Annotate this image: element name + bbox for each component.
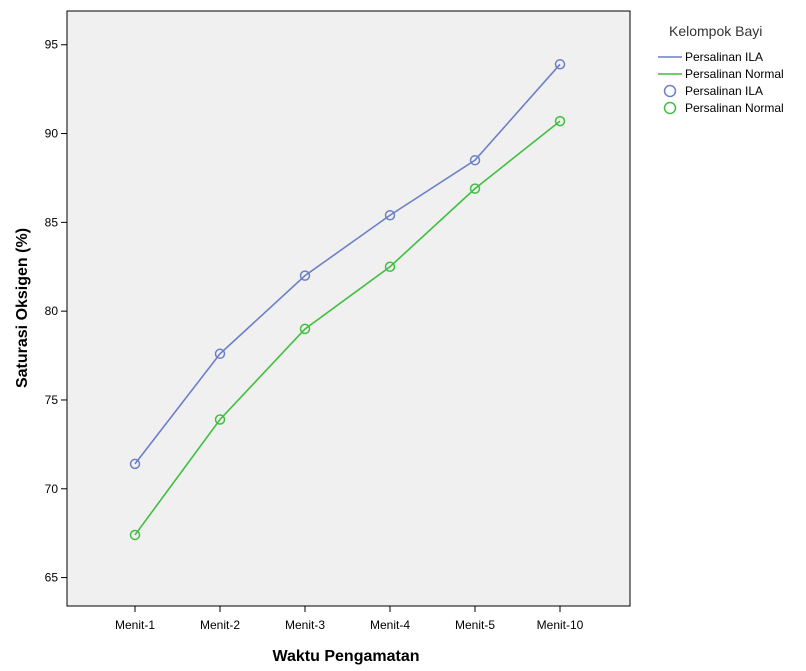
data-point <box>469 183 481 194</box>
legend-marker-swatch <box>663 84 677 98</box>
y-axis: 65 70 75 80 85 90 95 <box>45 38 67 585</box>
data-point <box>129 529 141 541</box>
series-layer <box>129 59 566 541</box>
x-tick-label: Menit-1 <box>115 618 155 632</box>
data-point <box>214 414 226 425</box>
x-tick-label: Menit-4 <box>370 618 410 632</box>
y-tick-label: 70 <box>45 482 59 496</box>
series-line-1 <box>134 63 561 465</box>
legend-label: Persalinan ILA <box>685 84 763 98</box>
x-axis: Menit-1 Menit-2 Menit-3 Menit-4 Menit-5 Menit… <box>115 606 584 632</box>
y-tick-label: 85 <box>45 215 59 229</box>
data-point <box>469 154 481 166</box>
data-point <box>214 348 226 360</box>
y-tick-label: 95 <box>45 38 59 52</box>
data-point <box>384 261 396 273</box>
y-axis-title: Saturasi Oksigen (%) <box>14 228 31 388</box>
legend-label: Persalinan ILA <box>685 50 763 64</box>
data-point <box>129 458 141 470</box>
y-tick-label: 80 <box>45 304 59 318</box>
legend-title: Kelompok Bayi <box>669 23 762 39</box>
x-tick-label: Menit-10 <box>537 618 584 632</box>
y-tick-label: 90 <box>45 127 59 141</box>
legend: Kelompok Bayi Persalinan ILA Persalinan N… <box>658 23 784 115</box>
plot-area <box>66 10 631 607</box>
legend-label: Persalinan Normal <box>685 101 784 115</box>
data-point <box>299 270 311 281</box>
series-line-2 <box>134 120 561 536</box>
data-point <box>554 115 566 127</box>
x-axis-title: Waktu Pengamatan <box>273 648 420 665</box>
x-tick-label: Menit-5 <box>455 618 495 632</box>
data-point <box>554 59 566 70</box>
x-tick-label: Menit-2 <box>200 618 240 632</box>
data-point <box>384 210 396 221</box>
data-point <box>299 323 311 335</box>
legend-label: Persalinan Normal <box>685 67 784 81</box>
y-tick-label: 65 <box>45 571 59 585</box>
x-tick-label: Menit-3 <box>285 618 325 632</box>
legend-marker-swatch <box>663 101 677 115</box>
y-tick-label: 75 <box>45 393 59 407</box>
